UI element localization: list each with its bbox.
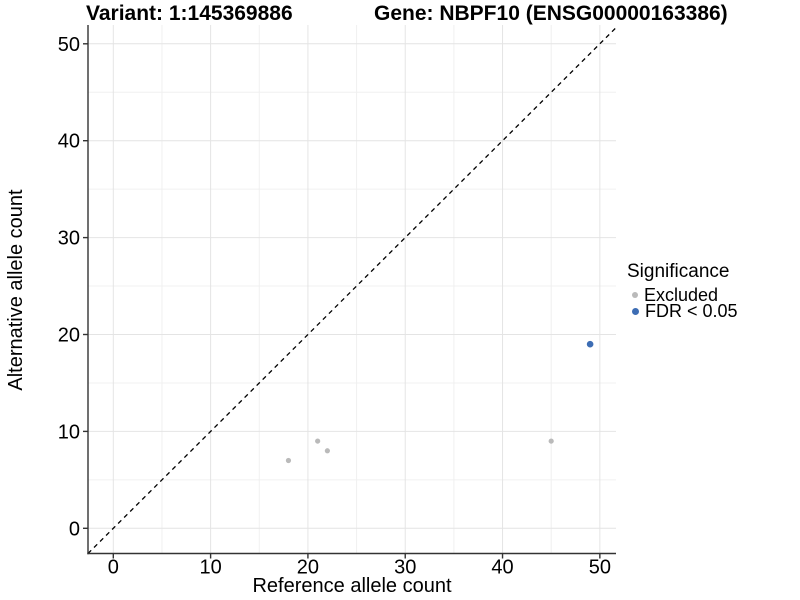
- excluded-point-icon: [632, 292, 638, 298]
- x-tick-label: 30: [394, 557, 416, 579]
- legend-item-fdr: FDR < 0.05: [627, 300, 738, 321]
- y-tick-label: 30: [58, 228, 80, 250]
- legend-item-label: Excluded: [644, 284, 719, 305]
- scatter-point-excluded: [315, 438, 321, 444]
- fdr-point-icon: [632, 307, 639, 315]
- y-tick-label: 40: [58, 131, 80, 153]
- data-points: [285, 340, 594, 464]
- plot-title-variant: Variant: 1:145369886: [86, 2, 293, 25]
- legend: Significance Excluded FDR < 0.05: [627, 261, 738, 321]
- scatter-point-fdr-0-05: [586, 340, 594, 348]
- major-gridlines: [88, 25, 616, 554]
- y-tick-label: 20: [58, 325, 80, 347]
- axis-ticks: 0 10 20 30 40 50 0 10 20 30 40 50: [58, 34, 611, 579]
- y-tick-label: 0: [69, 518, 80, 540]
- x-tick-label: 50: [589, 557, 611, 579]
- x-tick-label: 40: [491, 557, 513, 579]
- scatter-point-excluded: [548, 438, 554, 444]
- identity-line: [87, 27, 617, 554]
- legend-item-label: FDR < 0.05: [645, 300, 738, 321]
- y-tick-label: 50: [58, 34, 80, 56]
- axis-lines: [87, 25, 616, 555]
- scatter-point-excluded: [324, 448, 330, 454]
- legend-item-excluded: Excluded: [627, 284, 738, 305]
- x-tick-label: 10: [199, 557, 221, 579]
- y-tick-label: 10: [58, 421, 80, 443]
- plot-title-gene: Gene: NBPF10 (ENSG00000163386): [374, 2, 728, 25]
- minor-gridlines: [88, 25, 616, 554]
- x-tick-label: 0: [108, 557, 119, 579]
- scatter-point-excluded: [285, 457, 292, 464]
- legend-title: Significance: [627, 261, 730, 282]
- x-tick-label: 20: [297, 557, 319, 579]
- y-axis-title: Alternative allele count: [5, 189, 27, 391]
- x-axis-title: Reference allele count: [252, 575, 452, 597]
